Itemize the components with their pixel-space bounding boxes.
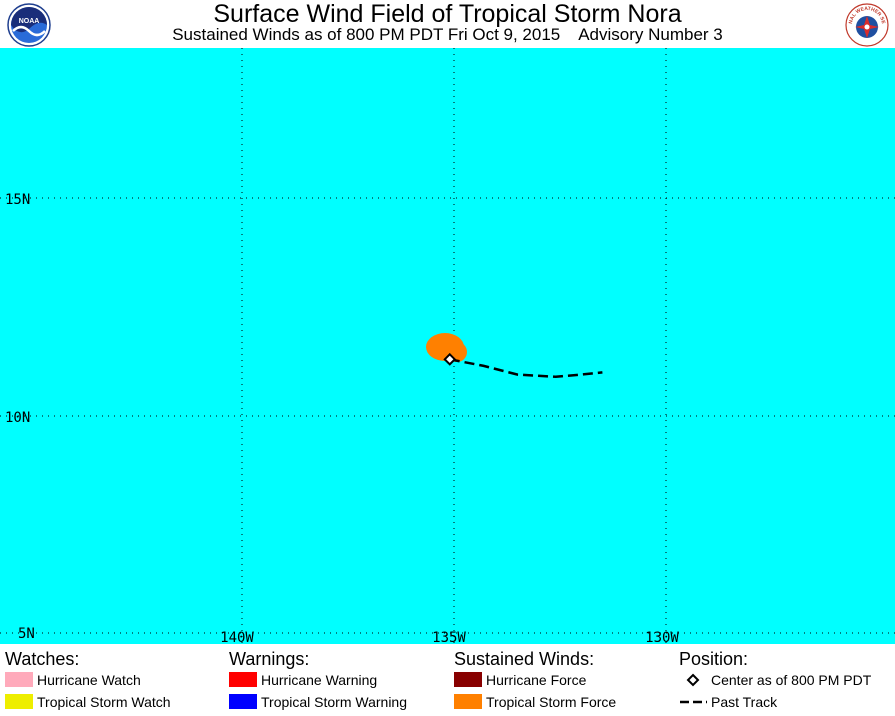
legend-label: Hurricane Force (486, 672, 587, 688)
legend-watches-heading: Watches: (5, 649, 80, 669)
legend-winds-heading: Sustained Winds: (454, 649, 595, 669)
storm-center-marker (443, 352, 457, 366)
legend-label: Past Track (711, 694, 778, 710)
legend-label: Tropical Storm Force (486, 694, 617, 710)
header: NOAA Surface Wind Field of Tropical Stor… (0, 0, 895, 48)
legend-label: Tropical Storm Watch (37, 694, 171, 710)
storm-map: 15N 10N 5N 140W 135W 130W (0, 48, 895, 644)
lat-label-10n: 10N (5, 410, 30, 426)
legend-position-heading: Position: (679, 649, 749, 669)
diamond-icon (686, 673, 700, 687)
legend-label: Center as of 800 PM PDT (711, 672, 872, 688)
noaa-logo-icon: NOAA (7, 3, 51, 47)
tropical-storm-force-swatch (454, 694, 482, 709)
page-title: Surface Wind Field of Tropical Storm Nor… (213, 0, 682, 28)
nws-logo-icon: NATIONAL WEATHER SERVICE (845, 3, 889, 47)
lat-label-15n: 15N (5, 192, 30, 208)
legend-label: Hurricane Warning (261, 672, 378, 688)
hurricane-watch-swatch (5, 672, 33, 687)
lon-label-130w: 130W (645, 630, 679, 644)
lon-label-140w: 140W (220, 630, 254, 644)
hurricane-warning-swatch (229, 672, 257, 687)
tropical-storm-warning-swatch (229, 694, 257, 709)
legend-label: Hurricane Watch (37, 672, 141, 688)
dashed-line-icon (680, 700, 707, 704)
legend: Watches: Hurricane Watch Tropical Storm … (0, 644, 895, 716)
tropical-storm-watch-swatch (5, 694, 33, 709)
hurricane-force-swatch (454, 672, 482, 687)
lat-label-5n: 5N (18, 626, 35, 642)
legend-warnings-heading: Warnings: (229, 649, 310, 669)
noaa-logo-text: NOAA (19, 18, 40, 25)
lon-label-135w: 135W (432, 630, 466, 644)
map-canvas: 15N 10N 5N 140W 135W 130W (0, 48, 895, 644)
past-track-line (449, 358, 603, 379)
legend-label: Tropical Storm Warning (261, 694, 408, 710)
page-subtitle: Sustained Winds as of 800 PM PDT Fri Oct… (172, 25, 723, 44)
